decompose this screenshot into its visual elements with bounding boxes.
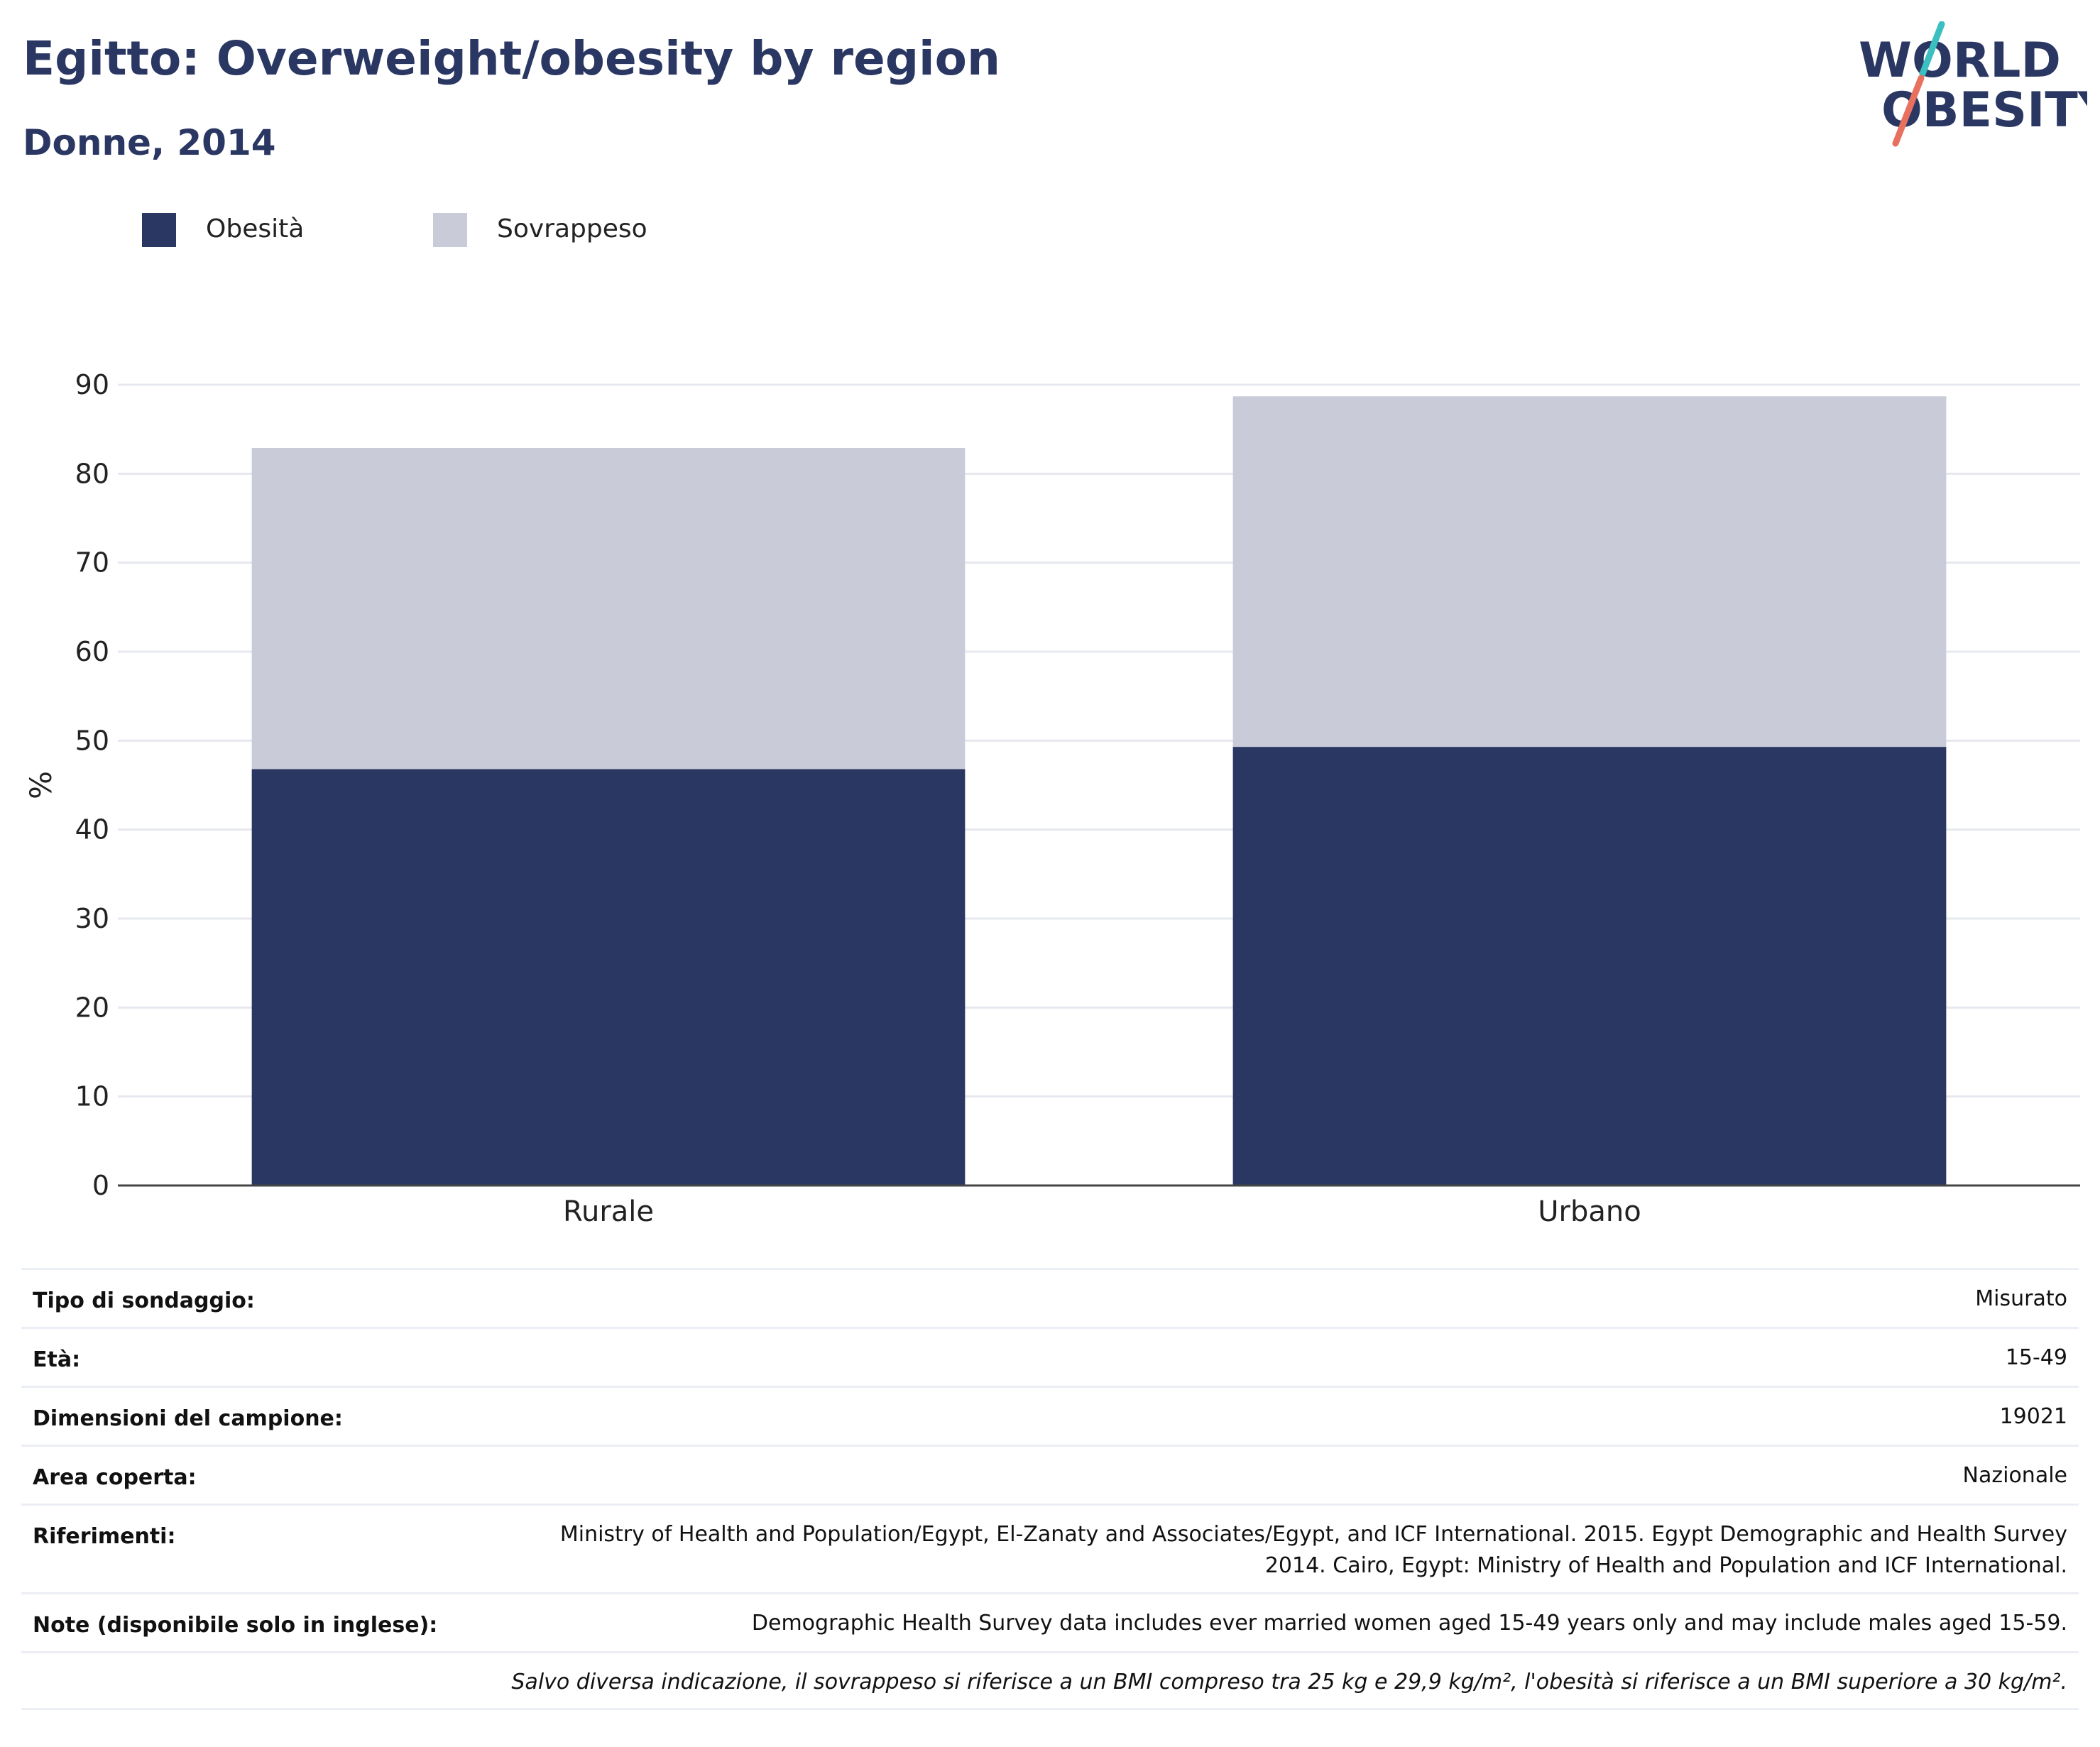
- survey-info-table: Tipo di sondaggio: Misurato Età: 15-49 D…: [21, 1268, 2079, 1710]
- info-value: 19021: [1999, 1404, 2067, 1429]
- y-tick-label: 20: [75, 992, 109, 1023]
- legend-label-obesita: Obesità: [206, 214, 305, 243]
- info-value: 15-49: [2005, 1345, 2067, 1370]
- info-row-sample-size: Dimensioni del campione: 19021: [21, 1386, 2079, 1445]
- y-tick-label: 70: [75, 547, 109, 579]
- info-value: Nazionale: [1962, 1463, 2067, 1488]
- y-tick-label: 40: [75, 814, 109, 845]
- info-row-survey-type: Tipo di sondaggio: Misurato: [21, 1268, 2079, 1327]
- x-tick-label: Urbano: [1538, 1195, 1641, 1228]
- info-key: Note (disponibile solo in inglese):: [33, 1613, 438, 1638]
- info-row-age: Età: 15-49: [21, 1327, 2079, 1386]
- info-key: Tipo di sondaggio:: [33, 1288, 255, 1313]
- chart-title: Egitto: Overweight/obesity by region: [23, 31, 1001, 86]
- info-value: Demographic Health Survey data includes …: [751, 1611, 2067, 1636]
- legend-swatch-sovrappeso: [433, 213, 467, 247]
- y-tick-label: 10: [75, 1081, 109, 1112]
- y-tick-label: 0: [92, 1170, 109, 1201]
- info-value: Misurato: [1975, 1286, 2067, 1311]
- bar-urbano-overweight: [1232, 396, 1947, 747]
- info-row-area: Area coperta: Nazionale: [21, 1445, 2079, 1504]
- info-row-notes: Note (disponibile solo in inglese): Demo…: [21, 1592, 2079, 1651]
- y-tick-label: 30: [75, 903, 109, 934]
- y-axis-label: %: [23, 771, 58, 799]
- info-key: Area coperta:: [33, 1465, 197, 1490]
- info-key: Riferimenti:: [33, 1524, 176, 1549]
- info-key: Dimensioni del campione:: [33, 1406, 343, 1431]
- info-row-references: Riferimenti: Ministry of Health and Popu…: [21, 1504, 2079, 1592]
- info-key: Età:: [33, 1347, 81, 1372]
- bar-urbano-obesity: [1232, 747, 1947, 1185]
- chart-subtitle: Donne, 2014: [23, 122, 276, 163]
- stacked-bar-chart: 0 10 20 30 40 50 60 70 80 90% Rurale Urbano: [23, 369, 2080, 1228]
- y-tick-label: 80: [75, 458, 109, 489]
- logo-slash-top: [1919, 21, 1945, 77]
- y-tick-label: 50: [75, 725, 109, 756]
- legend-label-sovrappeso: Sovrappeso: [497, 214, 647, 243]
- y-tick-label: 60: [75, 636, 109, 667]
- logo-slash-bottom: [1892, 75, 1925, 147]
- bar-rurale-obesity: [251, 769, 966, 1185]
- info-value: Ministry of Health and Population/Egypt,…: [559, 1522, 2067, 1578]
- logo-text-obesity: OBESITY: [1881, 82, 2087, 138]
- legend-swatch-obesita: [142, 213, 176, 247]
- y-tick-label: 90: [75, 369, 109, 400]
- world-obesity-logo: WORLD OBESITY: [1859, 21, 2087, 147]
- info-row-definition-note: Salvo diversa indicazione, il sovrappeso…: [21, 1651, 2079, 1710]
- info-value: Salvo diversa indicazione, il sovrappeso…: [511, 1670, 2067, 1694]
- logo-text-world: WORLD: [1859, 33, 2061, 89]
- x-tick-label: Rurale: [563, 1195, 654, 1228]
- bar-rurale-overweight: [251, 447, 966, 770]
